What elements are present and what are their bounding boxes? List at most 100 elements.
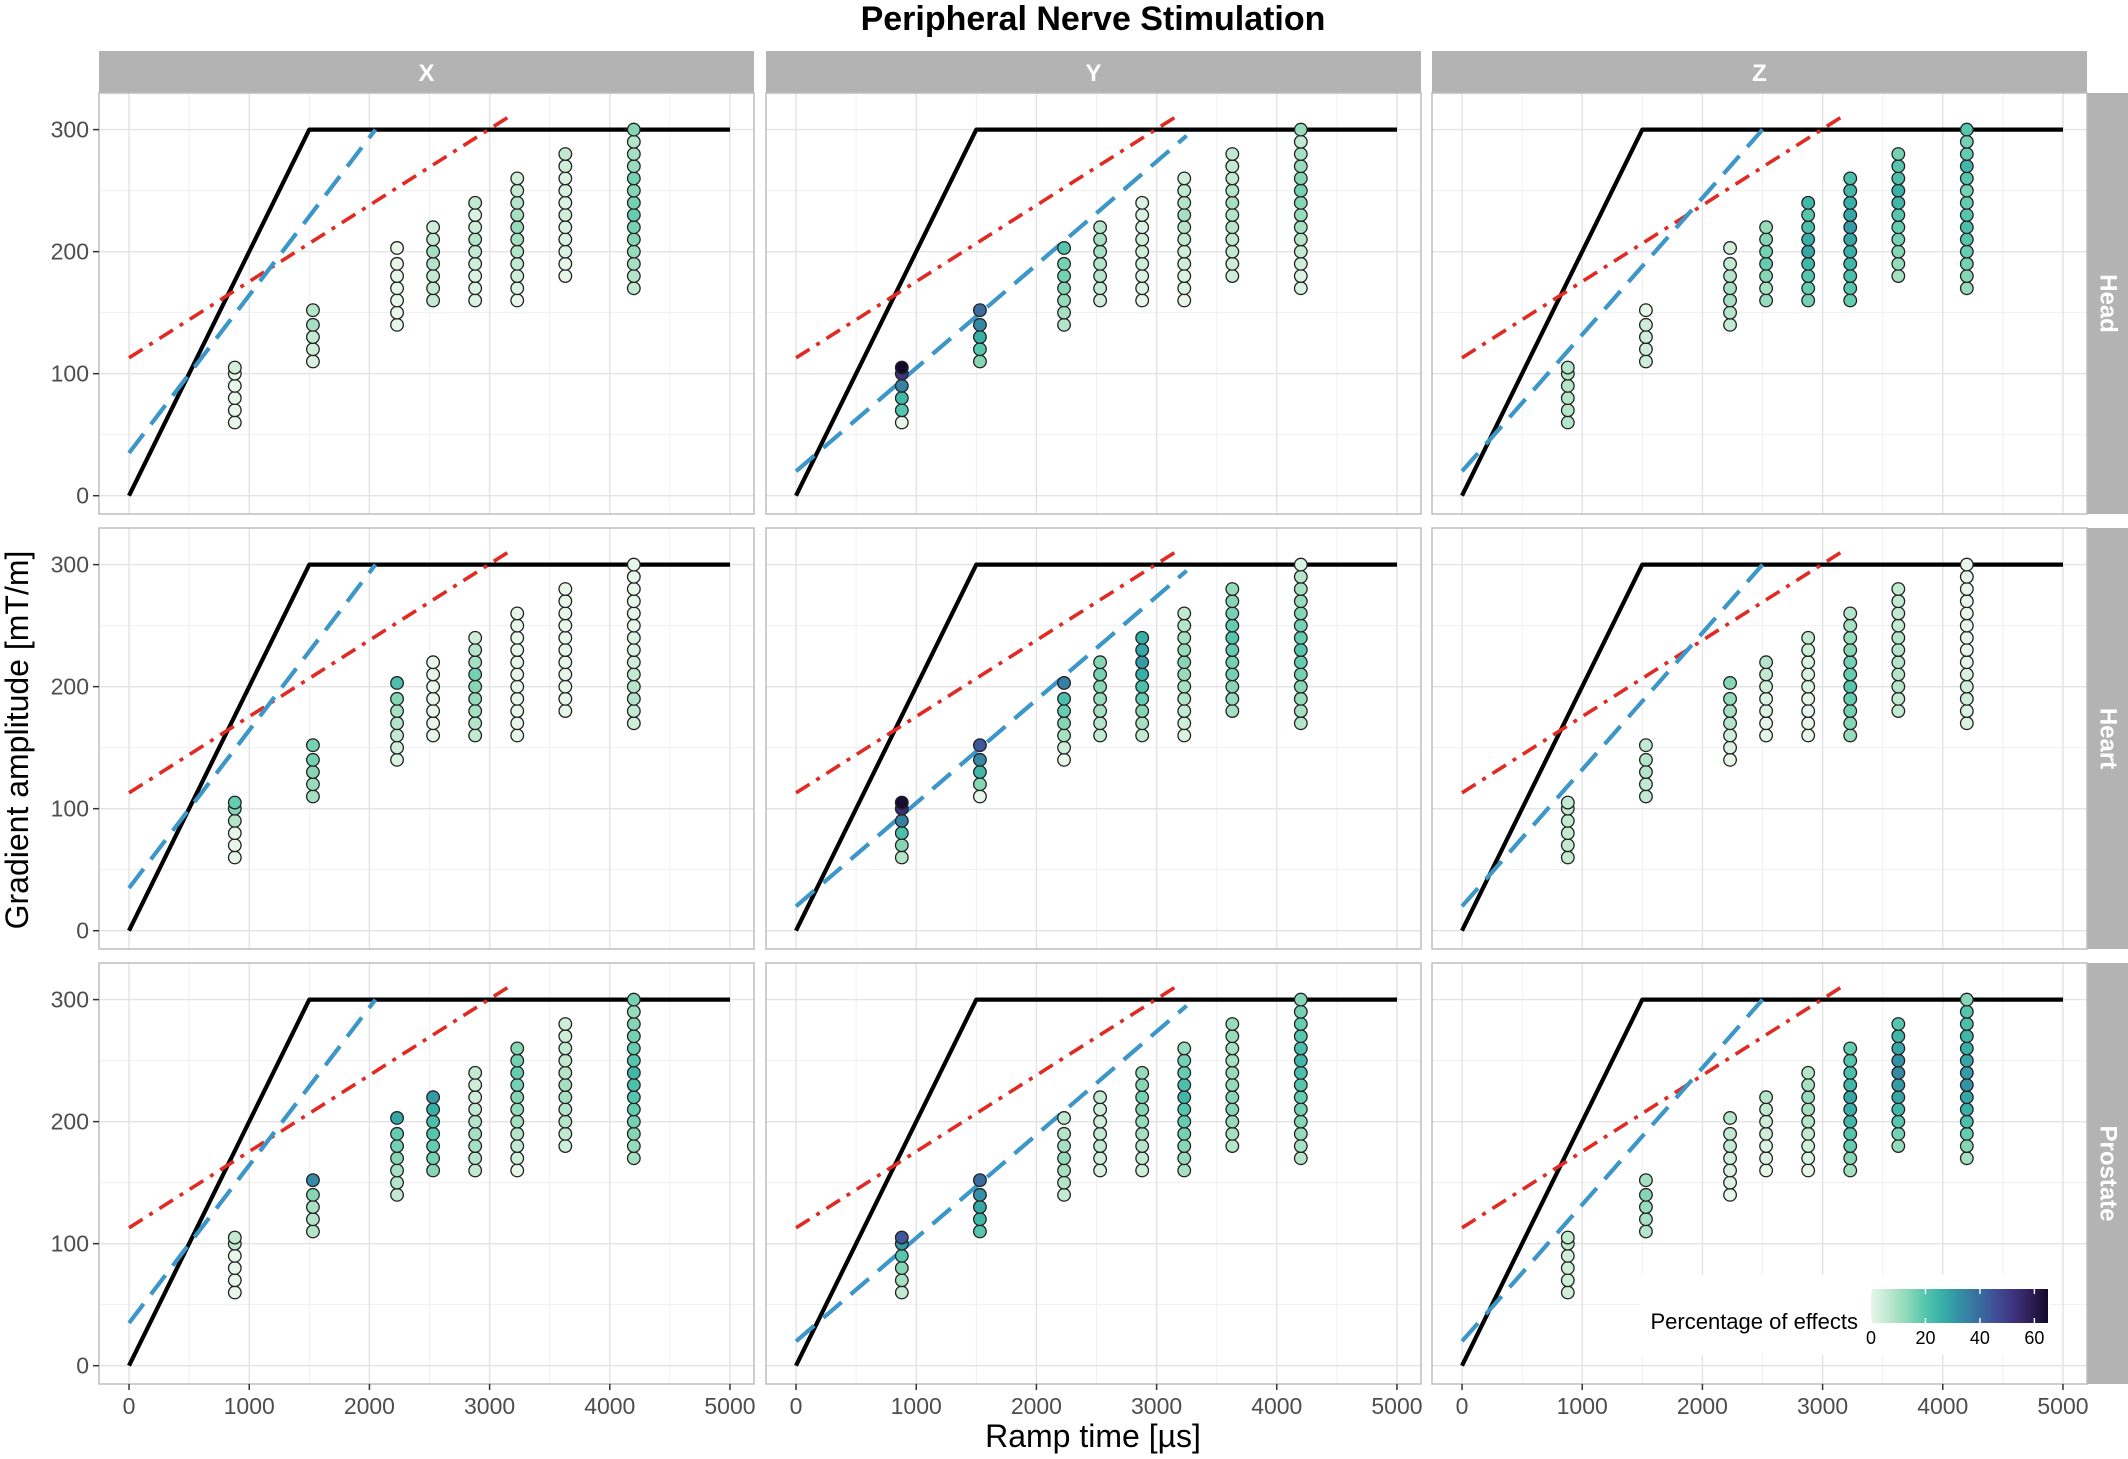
data-point [1891, 232, 1906, 247]
data-point [305, 303, 320, 318]
data-point [1560, 813, 1575, 828]
data-point [1891, 618, 1906, 633]
data-point [1959, 1065, 1974, 1080]
data-point [468, 704, 483, 718]
data-point [1759, 728, 1774, 743]
data-point [1177, 691, 1192, 706]
data-point [1843, 1090, 1858, 1105]
data-point [1959, 1017, 1974, 1031]
data-point [1891, 1090, 1906, 1105]
data-point [510, 293, 525, 308]
col-strip-z [1432, 51, 2087, 93]
data-point [468, 679, 483, 694]
data-point [468, 1065, 483, 1080]
data-point [227, 391, 242, 406]
data-point [1560, 415, 1575, 430]
data-point [972, 317, 987, 332]
panel-head-x-lines [127, 112, 730, 497]
data-point [1959, 281, 1974, 296]
data-point [558, 220, 573, 235]
data-point [558, 256, 573, 271]
data-point [510, 1090, 525, 1105]
data-point [305, 752, 320, 767]
data-point [1959, 183, 1974, 198]
data-point [1959, 220, 1974, 235]
data-point [510, 171, 525, 186]
data-point [1177, 1139, 1192, 1153]
data-point [1891, 1029, 1906, 1044]
data-point [1293, 992, 1308, 1007]
data-point [1293, 1139, 1308, 1153]
data-point [1225, 643, 1240, 657]
data-point [1801, 256, 1816, 271]
data-point [390, 305, 405, 320]
panel-heart-x-background [99, 528, 754, 949]
data-point [626, 1053, 641, 1068]
data-point [626, 281, 641, 296]
data-point [1801, 704, 1816, 718]
data-point [426, 1090, 441, 1105]
data-point [626, 716, 641, 731]
data-point [1225, 594, 1240, 609]
data-point [1959, 594, 1974, 609]
y-tick-label: 200 [51, 674, 89, 700]
data-point [1638, 354, 1653, 369]
reference-line-blue [1460, 563, 1765, 908]
data-point [1293, 582, 1308, 596]
data-point [1225, 1029, 1240, 1044]
data-point [1723, 1111, 1738, 1125]
data-point [1759, 1151, 1774, 1166]
data-point [1723, 1175, 1738, 1190]
data-point [1843, 1126, 1858, 1141]
data-point [626, 655, 641, 670]
x-tick-label: 5000 [2037, 1393, 2088, 1419]
data-point [1093, 232, 1108, 247]
data-point [1843, 618, 1858, 633]
data-point [1843, 1139, 1858, 1153]
data-point [390, 241, 405, 255]
data-point [1135, 220, 1150, 235]
data-point [626, 147, 641, 161]
reference-line-red [1461, 982, 1848, 1230]
data-point [1891, 147, 1906, 161]
data-point [626, 122, 641, 137]
data-point [626, 256, 641, 271]
data-point [1638, 1200, 1653, 1215]
data-point [1560, 391, 1575, 406]
data-point [1225, 1126, 1240, 1141]
data-point [1177, 704, 1192, 718]
data-point [558, 171, 573, 186]
x-axis-label: Ramp time [µs] [985, 1418, 1201, 1454]
data-point [1801, 728, 1816, 743]
data-point [1225, 1041, 1240, 1056]
data-point [1293, 1151, 1308, 1166]
data-point [468, 667, 483, 682]
data-point [1057, 740, 1072, 755]
data-point [1801, 679, 1816, 694]
data-point [1759, 716, 1774, 731]
y-tick-label: 200 [51, 1109, 89, 1135]
data-point [626, 134, 641, 149]
data-point [558, 147, 573, 161]
data-point [1891, 1065, 1906, 1080]
data-point [1225, 704, 1240, 718]
y-tick-label: 0 [76, 483, 89, 509]
data-point [468, 1163, 483, 1178]
panel-prostate-z-lines [1460, 982, 2063, 1367]
data-point [1891, 269, 1906, 283]
data-point [626, 704, 641, 718]
panel-prostate-x-background [99, 963, 754, 1384]
data-point [468, 281, 483, 296]
data-point [1959, 122, 1974, 137]
reference-line-red [1461, 547, 1848, 795]
data-point [1177, 728, 1192, 743]
data-point [1891, 643, 1906, 657]
data-point [468, 1078, 483, 1092]
data-point [227, 813, 242, 828]
panel-prostate-z-border [1431, 962, 2088, 1385]
panel-head-z-lines [1460, 112, 2063, 497]
data-point [1891, 208, 1906, 222]
x-tick-label: 2000 [1677, 1393, 1728, 1419]
